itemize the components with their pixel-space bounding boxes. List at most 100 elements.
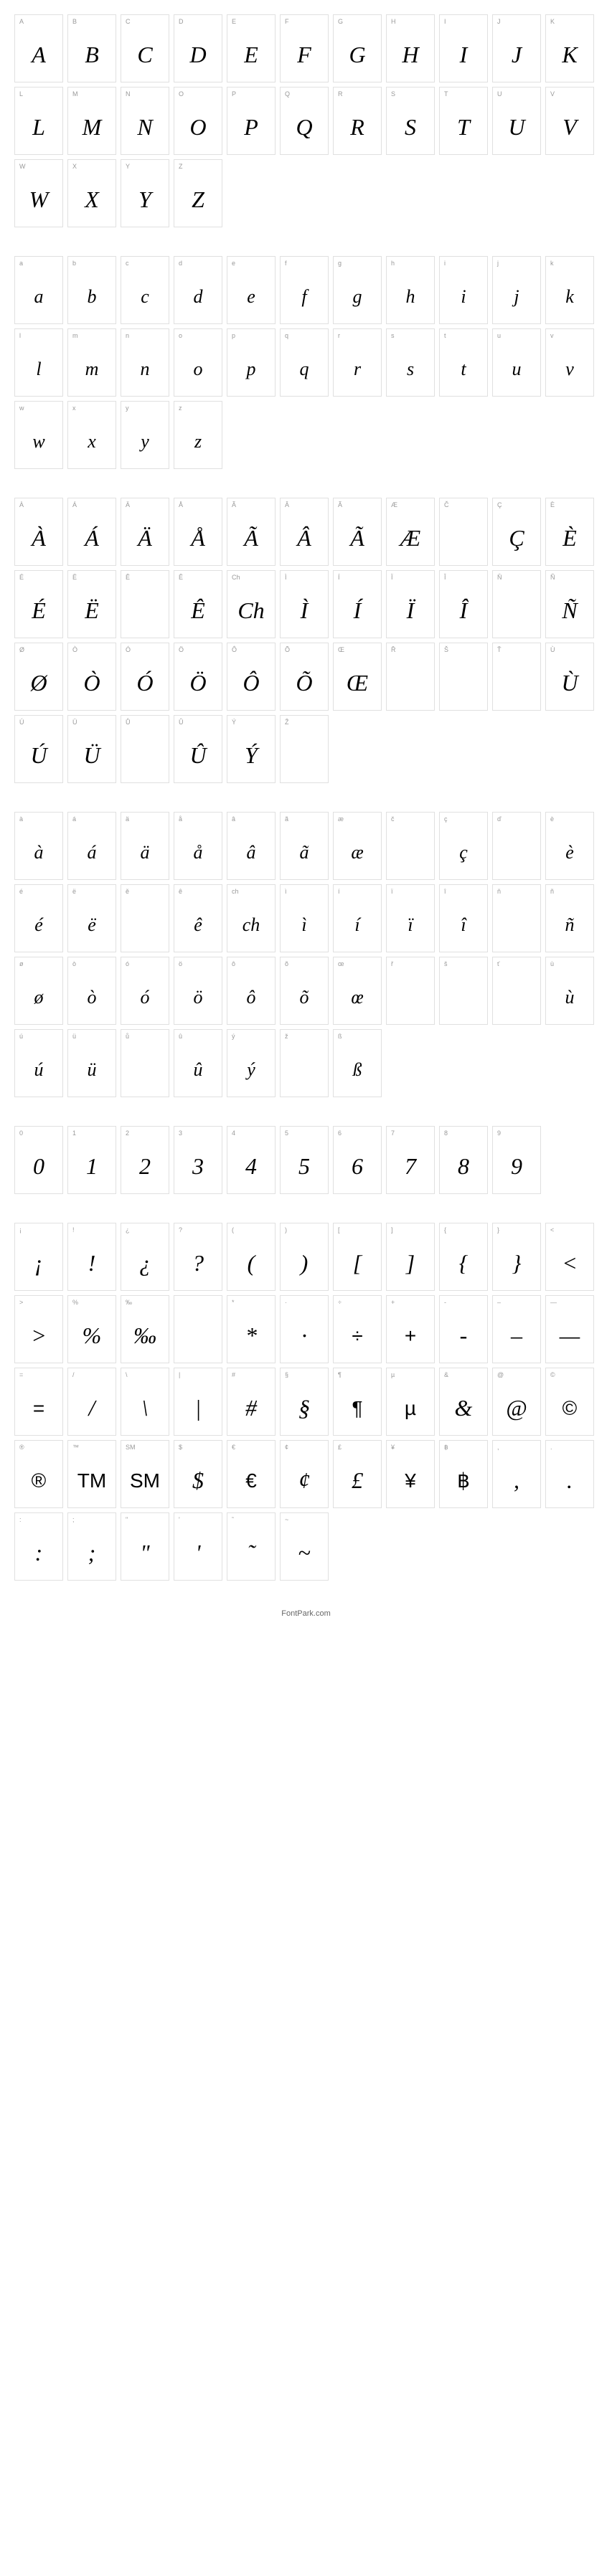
glyph-character: Ñ: [546, 584, 593, 638]
glyph-label: Ť: [493, 643, 540, 656]
glyph-cell: HH: [386, 14, 435, 82]
glyph-label: ô: [227, 957, 275, 970]
glyph-cell: úú: [14, 1029, 63, 1097]
glyph-label: Ë: [68, 571, 116, 584]
glyph-character: Ã: [334, 511, 381, 565]
glyph-cell: {{: [439, 1223, 488, 1291]
glyph-label: =: [15, 1368, 62, 1381]
glyph-cell: ÷÷: [333, 1295, 382, 1363]
glyph-character: ¿: [121, 1236, 169, 1290]
glyph-character: [493, 825, 540, 879]
glyph-character: k: [546, 270, 593, 323]
glyph-cell: jj: [492, 256, 541, 324]
glyph-label: Â: [281, 498, 328, 511]
glyph-label: ¥: [387, 1441, 434, 1454]
glyph-label: @: [493, 1368, 540, 1381]
glyph-label: K: [546, 15, 593, 28]
glyph-character: ~: [281, 1526, 328, 1580]
glyph-label: ñ: [546, 885, 593, 898]
glyph-label: 1: [68, 1127, 116, 1140]
glyph-cell: öö: [174, 957, 222, 1025]
glyph-cell: ìì: [280, 884, 329, 952]
glyph-cell: 88: [439, 1126, 488, 1194]
glyph-cell: !!: [67, 1223, 116, 1291]
glyph-cell: ÕÕ: [280, 643, 329, 711]
glyph-section-uppercase: AABBCCDDEEFFGGHHIIJJKKLLMMNNOOPPQQRRSSTT…: [14, 14, 598, 227]
glyph-character: 1: [68, 1140, 116, 1193]
glyph-character: 8: [440, 1140, 487, 1193]
glyph-cell: Ť: [492, 643, 541, 711]
glyph-character: 0: [15, 1140, 62, 1193]
glyph-character: ,: [493, 1454, 540, 1507]
glyph-character: q: [281, 342, 328, 396]
glyph-label: ü: [68, 1030, 116, 1043]
glyph-label: Å: [174, 498, 222, 511]
glyph-cell: qq: [280, 328, 329, 397]
glyph-cell: ÙÙ: [545, 643, 594, 711]
glyph-character: Í: [334, 584, 381, 638]
glyph-label: Î: [440, 571, 487, 584]
glyph-cell: TT: [439, 87, 488, 155]
glyph-character: L: [15, 100, 62, 154]
glyph-label: L: [15, 87, 62, 100]
glyph-cell: ââ: [227, 812, 276, 880]
glyph-label: 9: [493, 1127, 540, 1140]
glyph-character: c: [121, 270, 169, 323]
glyph-label: ®: [15, 1441, 62, 1454]
glyph-label: ò: [68, 957, 116, 970]
glyph-cell: ÃÃ: [333, 498, 382, 566]
glyph-character: Ä: [121, 511, 169, 565]
glyph-cell: ™TM: [67, 1440, 116, 1508]
glyph-character: ¥: [387, 1454, 434, 1507]
glyph-character: Å: [174, 511, 222, 565]
glyph-character: e: [227, 270, 275, 323]
glyph-cell: FF: [280, 14, 329, 82]
glyph-cell: ě: [121, 884, 169, 952]
glyph-label: o: [174, 329, 222, 342]
glyph-label: 5: [281, 1127, 328, 1140]
glyph-cell: ¥¥: [386, 1440, 435, 1508]
glyph-label: ˜: [227, 1513, 275, 1526]
glyph-character: $: [174, 1454, 222, 1507]
glyph-label: Û: [174, 716, 222, 729]
glyph-label: µ: [387, 1368, 434, 1381]
glyph-cell: ť: [492, 957, 541, 1025]
glyph-character: ¶: [334, 1381, 381, 1435]
glyph-cell: ÂÂ: [280, 498, 329, 566]
glyph-character: A: [15, 28, 62, 82]
glyph-cell: €€: [227, 1440, 276, 1508]
glyph-character: £: [334, 1454, 381, 1507]
glyph-label: Č: [440, 498, 487, 511]
glyph-label: G: [334, 15, 381, 28]
glyph-label: F: [281, 15, 328, 28]
glyph-character: Ù: [546, 656, 593, 710]
glyph-cell: UU: [492, 87, 541, 155]
glyph-character: é: [15, 898, 62, 952]
glyph-label: ÷: [334, 1296, 381, 1309]
glyph-cell: ®®: [14, 1440, 63, 1508]
glyph-character: ß: [334, 1043, 381, 1097]
glyph-label: h: [387, 257, 434, 270]
glyph-label: ì: [281, 885, 328, 898]
glyph-cell: çç: [439, 812, 488, 880]
glyph-label: .: [546, 1441, 593, 1454]
glyph-label: H: [387, 15, 434, 28]
glyph-character: Ç: [493, 511, 540, 565]
glyph-character: Ü: [68, 729, 116, 782]
glyph-cell: §§: [280, 1368, 329, 1436]
glyph-label: &: [440, 1368, 487, 1381]
glyph-character: 4: [227, 1140, 275, 1193]
glyph-character: œ: [334, 970, 381, 1024]
glyph-cell: yy: [121, 401, 169, 469]
glyph-character: ©: [546, 1381, 593, 1435]
glyph-label: 8: [440, 1127, 487, 1140]
glyph-label: £: [334, 1441, 381, 1454]
glyph-character: ¢: [281, 1454, 328, 1507]
glyph-cell: ,,: [492, 1440, 541, 1508]
glyph-cell: ëë: [67, 884, 116, 952]
glyph-label: —: [546, 1296, 593, 1309]
glyph-label: À: [15, 498, 62, 511]
glyph-character: &: [440, 1381, 487, 1435]
glyph-label: æ: [334, 813, 381, 825]
glyph-label: é: [15, 885, 62, 898]
